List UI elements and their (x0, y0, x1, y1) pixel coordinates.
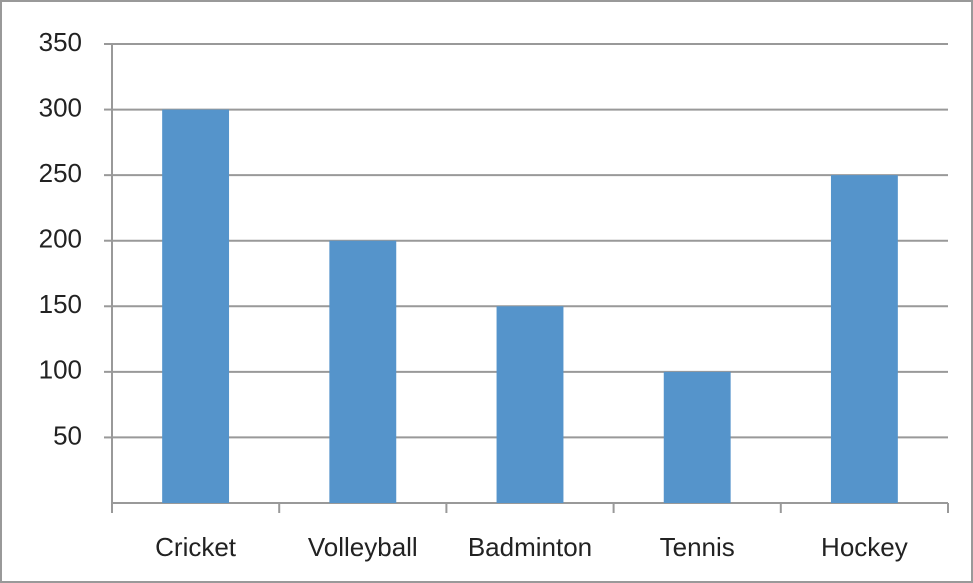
bar (162, 109, 230, 504)
x-tick-label: Badminton (468, 532, 592, 562)
y-tick-label: 250 (39, 158, 82, 188)
bar (329, 240, 397, 503)
x-tick-label: Cricket (155, 532, 237, 562)
y-tick-label: 100 (39, 355, 82, 385)
bar (496, 306, 564, 503)
y-tick-label: 150 (39, 289, 82, 319)
y-tick-label: 300 (39, 92, 82, 122)
y-tick-label: 50 (53, 420, 82, 450)
y-tick-label: 200 (39, 224, 82, 254)
x-tick-label: Volleyball (308, 532, 418, 562)
x-tick-label: Hockey (821, 532, 908, 562)
x-tick-label: Tennis (660, 532, 735, 562)
y-tick-label: 350 (39, 27, 82, 57)
bar (830, 175, 898, 503)
bar (663, 371, 731, 503)
